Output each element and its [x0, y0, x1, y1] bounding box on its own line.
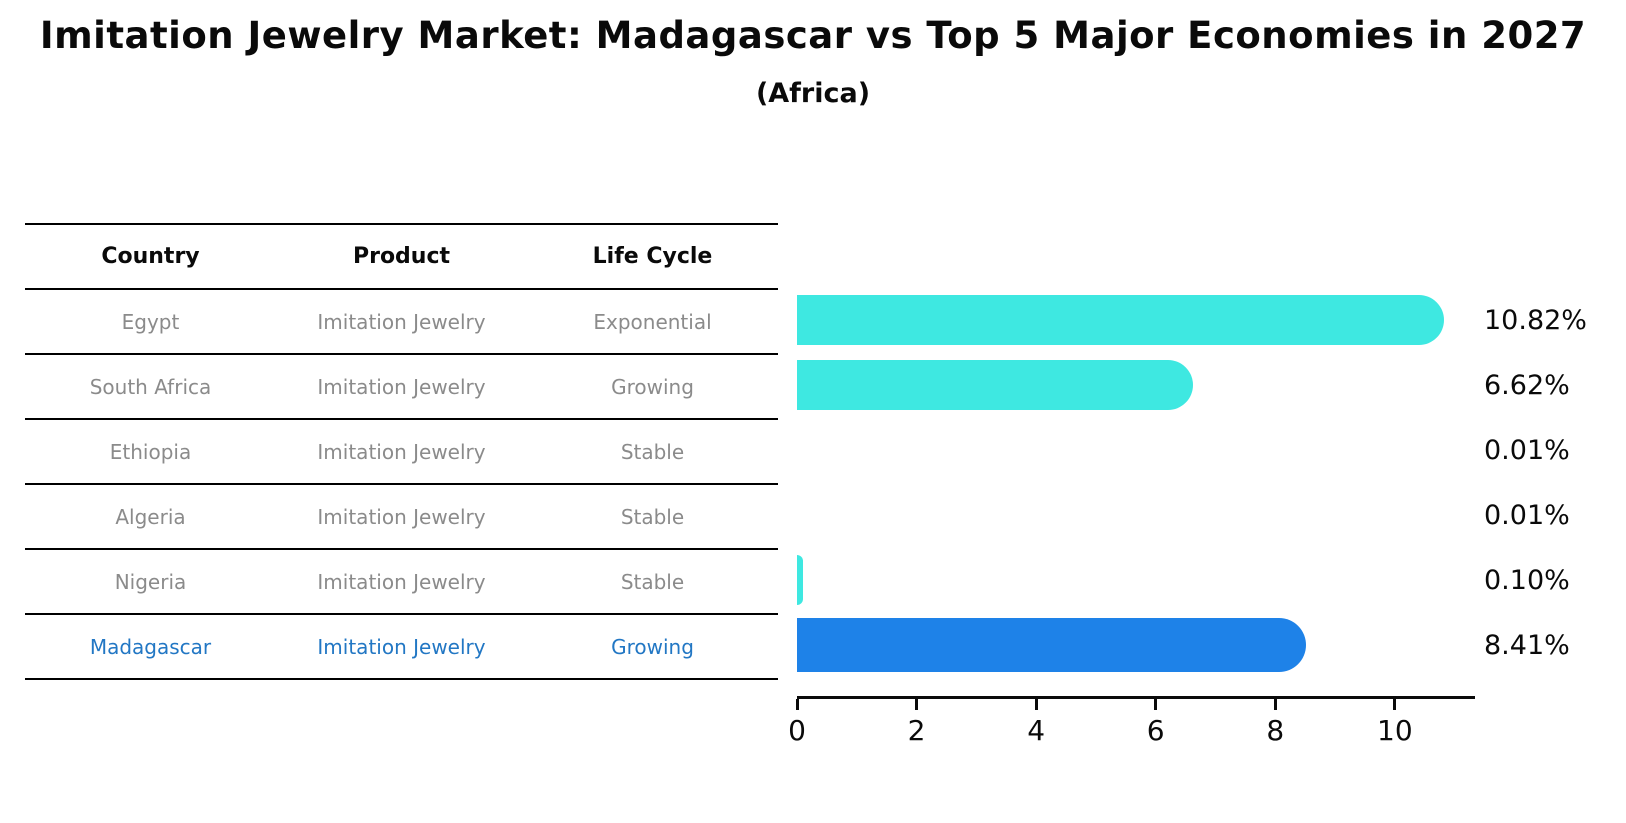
cell-life-cycle: Growing [611, 634, 694, 659]
cell-product: Imitation Jewelry [317, 374, 486, 399]
bar-row-ethiopia [797, 418, 1475, 483]
cell-product: Imitation Jewelry [317, 309, 486, 334]
bar-row-egypt [797, 288, 1475, 353]
cell-country: Ethiopia [109, 439, 192, 464]
table-row: Egypt Imitation Jewelry Exponential [25, 290, 778, 355]
value-label-ethiopia: 0.01% [1484, 435, 1570, 466]
value-label-algeria: 0.01% [1484, 500, 1570, 531]
x-tick [1154, 699, 1158, 710]
x-tick-label: 6 [1146, 714, 1165, 747]
value-label-south-africa: 6.62% [1484, 370, 1570, 401]
x-tick [915, 699, 919, 710]
cell-country: Algeria [115, 504, 186, 529]
cell-life-cycle: Stable [620, 569, 685, 594]
bar-row-nigeria [797, 548, 1475, 613]
cell-country: Madagascar [89, 634, 212, 659]
value-label-egypt: 10.82% [1484, 305, 1587, 336]
table-row: Algeria Imitation Jewelry Stable [25, 485, 778, 550]
bar-egypt [797, 295, 1444, 345]
x-tick-label: 10 [1377, 714, 1413, 747]
table-row: Ethiopia Imitation Jewelry Stable [25, 420, 778, 485]
cell-product: Imitation Jewelry [317, 439, 486, 464]
bar-chart [797, 288, 1475, 678]
bar-nigeria [797, 555, 803, 605]
x-tick [1273, 699, 1277, 710]
x-tick-label: 2 [907, 714, 926, 747]
cell-country: Egypt [121, 309, 180, 334]
x-axis: 0 2 4 6 8 10 [788, 696, 1475, 747]
cell-country: South Africa [89, 374, 212, 399]
cell-product: Imitation Jewelry [317, 634, 486, 659]
table-row: South Africa Imitation Jewelry Growing [25, 355, 778, 420]
cell-life-cycle: Stable [620, 504, 685, 529]
table-row-madagascar: Madagascar Imitation Jewelry Growing [25, 615, 778, 680]
cell-product: Imitation Jewelry [317, 569, 486, 594]
country-table: Country Product Life Cycle Egypt Imitati… [25, 223, 778, 680]
cell-product: Imitation Jewelry [317, 504, 486, 529]
chart-title: Imitation Jewelry Market: Madagascar vs … [39, 14, 1587, 57]
col-header-life-cycle: Life Cycle [592, 244, 713, 269]
cell-life-cycle: Stable [620, 439, 685, 464]
bar-row-algeria [797, 483, 1475, 548]
chart-subtitle: (Africa) [755, 78, 871, 109]
cell-life-cycle: Growing [611, 374, 694, 399]
value-label-nigeria: 0.10% [1484, 565, 1570, 596]
cell-life-cycle: Exponential [593, 309, 712, 334]
table-header-row: Country Product Life Cycle [25, 223, 778, 290]
bar-south-africa [797, 360, 1193, 410]
table-row: Nigeria Imitation Jewelry Stable [25, 550, 778, 615]
col-header-product: Product [352, 244, 451, 269]
bar-row-madagascar [797, 613, 1475, 678]
x-tick [1034, 699, 1038, 710]
x-tick-label: 8 [1266, 714, 1285, 747]
col-header-country: Country [101, 244, 200, 269]
cell-country: Nigeria [114, 569, 187, 594]
x-tick-label: 0 [788, 714, 806, 747]
x-tick [795, 699, 799, 710]
x-tick [1393, 699, 1397, 710]
bar-row-south-africa [797, 353, 1475, 418]
x-tick-label: 4 [1027, 714, 1046, 747]
value-label-column: 10.82% 6.62% 0.01% 0.01% 0.10% 8.41% [1484, 288, 1587, 678]
bar-madagascar [797, 618, 1306, 672]
value-label-madagascar: 8.41% [1484, 630, 1570, 661]
